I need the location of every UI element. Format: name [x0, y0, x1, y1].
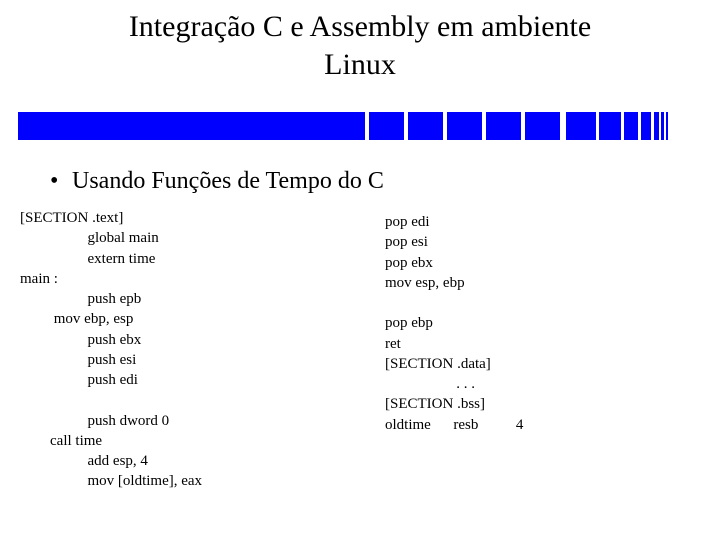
slide-title: Integração C e Assembly em ambiente Linu… — [0, 0, 720, 83]
bullet-dot: • — [50, 168, 72, 195]
title-line-2: Linux — [324, 48, 396, 81]
decorative-blue-bar — [18, 112, 668, 140]
title-line-1: Integração C e Assembly em ambiente — [129, 10, 591, 43]
code-block-left: [SECTION .text] global main extern time … — [20, 208, 360, 492]
bullet-item: •Usando Funções de Tempo do C — [50, 168, 384, 195]
code-block-right: pop edi pop esi pop ebx mov esp, ebp pop… — [385, 212, 685, 435]
bullet-text: Usando Funções de Tempo do C — [72, 168, 384, 194]
